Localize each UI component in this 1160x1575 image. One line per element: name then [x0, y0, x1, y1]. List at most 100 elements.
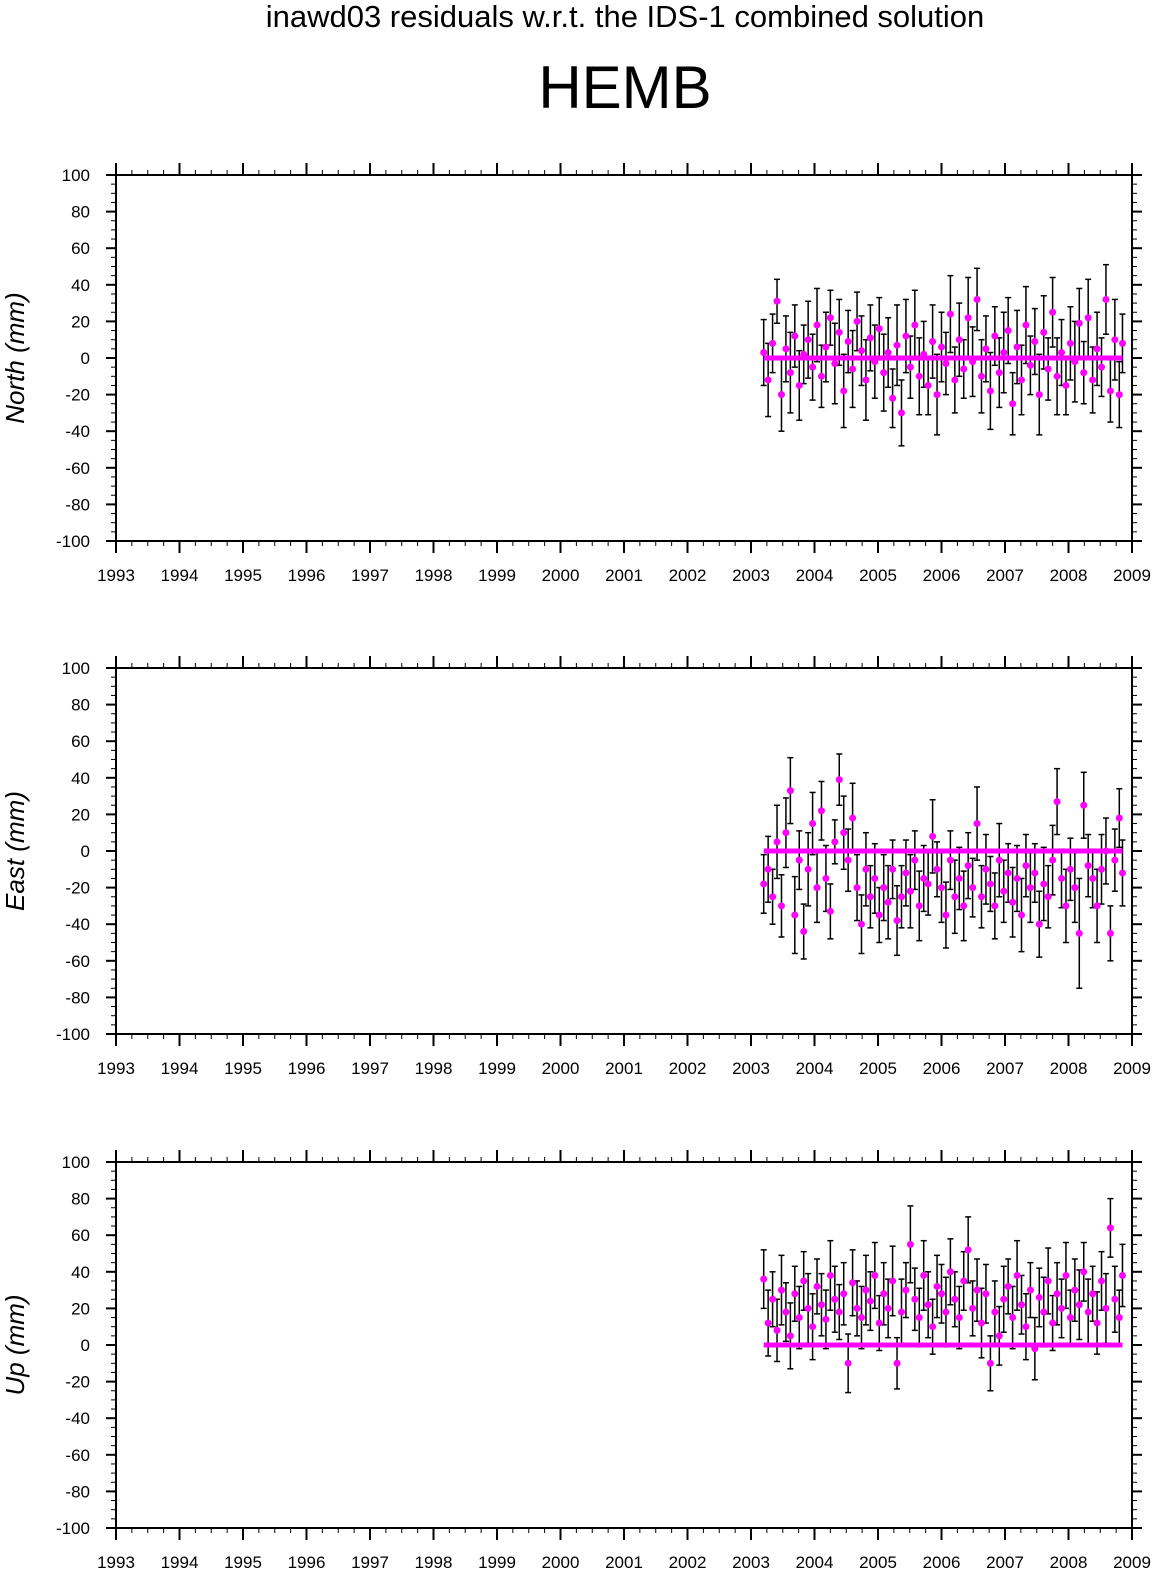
data-point [1075, 319, 1083, 327]
data-point [871, 874, 879, 882]
data-point [769, 893, 777, 901]
data-point [777, 391, 785, 399]
data-point [862, 376, 870, 384]
data-point [884, 1304, 892, 1312]
data-point [1000, 1295, 1008, 1303]
data-point [1026, 884, 1034, 892]
y-tick-label: 20 [71, 805, 90, 824]
x-tick-label: 1994 [161, 566, 199, 585]
data-point [853, 1304, 861, 1312]
data-point [911, 856, 919, 864]
data-point [1084, 314, 1092, 322]
data-point [1106, 387, 1114, 395]
data-point [760, 880, 768, 888]
data-point [897, 409, 905, 417]
data-point [978, 372, 986, 380]
x-tick-label: 2006 [923, 1553, 961, 1572]
data-point [822, 1315, 830, 1323]
x-tick-label: 1996 [288, 566, 326, 585]
y-tick-label: -80 [65, 1482, 90, 1501]
data-point [893, 917, 901, 925]
x-tick-label: 1999 [478, 566, 516, 585]
data-point [946, 310, 954, 318]
data-point [1053, 1290, 1061, 1298]
data-point [782, 345, 790, 353]
data-point [969, 358, 977, 366]
data-point [960, 902, 968, 910]
data-point [809, 820, 817, 828]
data-point [929, 832, 937, 840]
x-tick-label: 1998 [415, 1553, 453, 1572]
y-tick-label: -40 [65, 915, 90, 934]
data-point [817, 807, 825, 815]
x-tick-label: 2003 [732, 1553, 770, 1572]
data-point [853, 317, 861, 325]
data-point [1035, 920, 1043, 928]
data-point [1071, 884, 1079, 892]
data-point [844, 1359, 852, 1367]
y-tick-label: -80 [65, 988, 90, 1007]
x-tick-label: 2009 [1113, 566, 1151, 585]
data-point [1049, 1319, 1057, 1327]
x-tick-label: 1997 [351, 1553, 389, 1572]
data-point [1093, 1319, 1101, 1327]
x-tick-label: 1995 [224, 566, 262, 585]
data-point [884, 349, 892, 357]
data-point [822, 343, 830, 351]
data-point [915, 902, 923, 910]
data-point [1013, 874, 1021, 882]
data-point [769, 1295, 777, 1303]
data-point [826, 1271, 834, 1279]
data-point [995, 856, 1003, 864]
x-tick-label: 2000 [542, 1553, 580, 1572]
data-point [1075, 1301, 1083, 1309]
data-point [1009, 1314, 1017, 1322]
data-point [880, 1290, 888, 1298]
data-point [1071, 358, 1079, 366]
data-point [853, 884, 861, 892]
data-point [1040, 328, 1048, 336]
x-tick-label: 2007 [986, 1059, 1024, 1078]
y-tick-label: -20 [65, 879, 90, 898]
data-point [951, 376, 959, 384]
data-point [1118, 339, 1126, 347]
data-point [773, 838, 781, 846]
data-point [920, 1271, 928, 1279]
x-tick-label: 1995 [224, 1553, 262, 1572]
data-point [1022, 321, 1030, 329]
data-point [1080, 1268, 1088, 1276]
x-tick-label: 2004 [796, 1553, 834, 1572]
data-point [920, 874, 928, 882]
data-point [902, 1286, 910, 1294]
figure-title: inawd03 residuals w.r.t. the IDS-1 combi… [265, 0, 985, 34]
x-tick-label: 2005 [859, 566, 897, 585]
x-tick-label: 2008 [1050, 566, 1088, 585]
x-tick-label: 2009 [1113, 1553, 1151, 1572]
data-point [938, 343, 945, 351]
y-tick-label: -60 [65, 1446, 90, 1465]
x-tick-label: 1993 [97, 1553, 135, 1572]
data-point [1022, 862, 1030, 870]
data-point [1026, 1286, 1034, 1294]
data-point [782, 829, 790, 837]
data-point [915, 1314, 923, 1322]
data-point [800, 350, 808, 358]
data-point [893, 1359, 901, 1367]
y-tick-label: -40 [65, 422, 90, 441]
y-tick-label: 80 [71, 696, 90, 715]
data-point [773, 1326, 781, 1334]
data-point [849, 365, 857, 373]
y-tick-label: 60 [71, 1226, 90, 1245]
data-point [960, 1277, 968, 1285]
data-point [986, 1359, 994, 1367]
chart-panel: 1993 1994 1995 1996 1997 1998 1999 2000 2001 2002… [0, 1150, 1151, 1572]
data-point [791, 332, 799, 340]
data-point [862, 1286, 870, 1294]
data-point [1080, 801, 1088, 809]
x-tick-label: 2005 [859, 1553, 897, 1572]
x-tick-label: 2005 [859, 1059, 897, 1078]
data-point [764, 865, 772, 873]
y-axis-label: North (mm) [0, 292, 30, 423]
data-point [800, 1277, 808, 1285]
data-point [955, 336, 963, 344]
